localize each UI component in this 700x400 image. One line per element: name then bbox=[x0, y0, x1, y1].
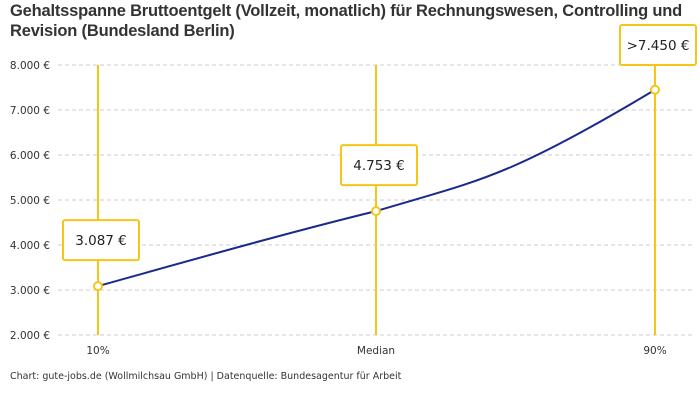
data-label: >7.450 € bbox=[627, 38, 690, 54]
data-label-box bbox=[340, 144, 418, 187]
y-tick-label: 3.000 € bbox=[10, 285, 50, 297]
y-tick-label: 8.000 € bbox=[10, 60, 50, 72]
chart-title: Gehaltsspanne Bruttoentgelt (Vollzeit, m… bbox=[10, 2, 683, 40]
data-label: 4.753 € bbox=[353, 158, 405, 174]
data-point bbox=[650, 84, 660, 95]
x-tick-label: Median bbox=[357, 345, 395, 357]
data-label-box bbox=[619, 24, 697, 66]
data-label: 3.087 € bbox=[75, 233, 127, 249]
data-point bbox=[371, 206, 381, 217]
x-tick-label: 90% bbox=[643, 345, 666, 357]
y-tick-label: 6.000 € bbox=[10, 150, 50, 162]
x-tick-label: 10% bbox=[86, 345, 109, 357]
y-tick-label: 7.000 € bbox=[10, 105, 50, 117]
data-label-box bbox=[62, 219, 140, 262]
data-point bbox=[93, 281, 103, 292]
y-tick-label: 2.000 € bbox=[10, 330, 50, 342]
y-tick-label: 4.000 € bbox=[10, 240, 50, 252]
y-tick-label: 5.000 € bbox=[10, 195, 50, 207]
chart-source: Chart: gute-jobs.de (Wollmilchsau GmbH) … bbox=[10, 371, 402, 382]
